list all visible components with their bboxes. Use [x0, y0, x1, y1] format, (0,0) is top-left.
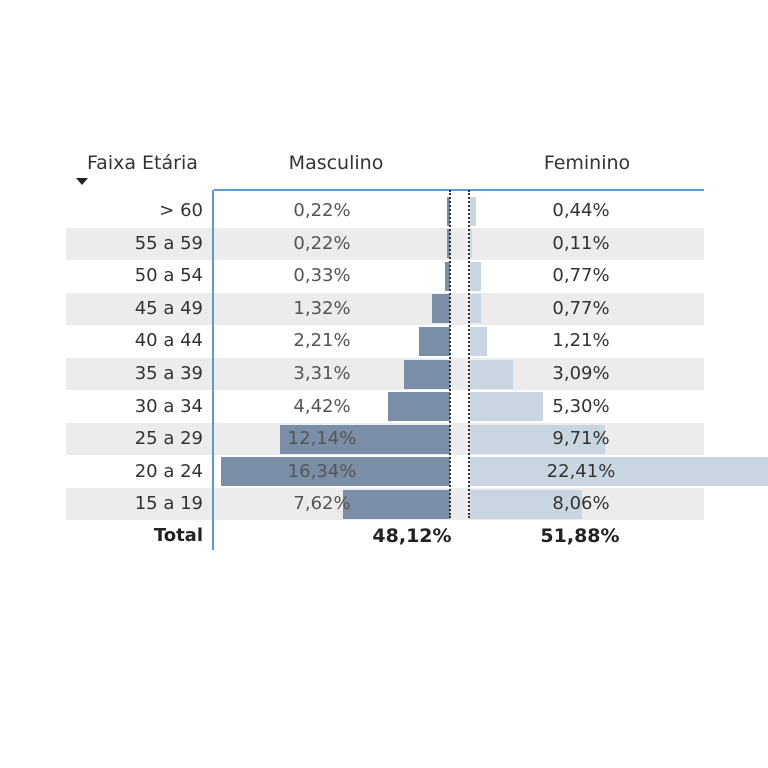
age-range-label: 35 a 39 [134, 363, 203, 384]
table-row: 30 a 34 4,42% 5,30% [66, 391, 704, 423]
female-bar [470, 424, 605, 454]
age-range-label: 25 a 29 [134, 428, 203, 450]
female-bar [470, 294, 481, 324]
male-percent-label: 0,22% [293, 232, 351, 254]
female-bar [470, 457, 768, 487]
female-percent-label: 0,44% [552, 200, 610, 221]
female-percent-label: 0,77% [552, 297, 610, 319]
sort-descending-icon[interactable] [76, 178, 88, 185]
table-row: 20 a 24 16,34% 22,41% [66, 456, 768, 488]
female-bar [470, 489, 582, 519]
female-bar [470, 326, 487, 356]
male-percent-label: 16,34% [287, 460, 357, 482]
male-bar [445, 261, 450, 291]
male-bar [343, 489, 450, 519]
age-range-label: 50 a 54 [134, 265, 203, 287]
female-bar [470, 196, 477, 226]
female-bar [470, 359, 513, 389]
column-header-age[interactable]: Faixa Etária [87, 152, 198, 174]
age-range-label: 45 a 49 [134, 297, 203, 319]
header-divider [214, 189, 704, 191]
column-divider [212, 190, 214, 550]
age-range-label: 40 a 44 [134, 330, 203, 352]
age-range-label: 15 a 19 [134, 493, 203, 515]
total-row: Total 48,12% 51,88% [66, 520, 704, 552]
age-range-label: > 60 [159, 200, 203, 221]
female-percent-label: 1,21% [552, 330, 610, 352]
table-row: 40 a 44 2,21% 1,21% [66, 325, 704, 357]
table-row: 25 a 29 12,14% 9,71% [66, 423, 704, 456]
male-bar [221, 457, 450, 487]
male-percent-label: 1,32% [293, 297, 351, 319]
female-bar [470, 229, 472, 259]
male-bar [446, 229, 450, 259]
female-percent-label: 3,09% [552, 363, 610, 384]
male-bar [419, 326, 450, 356]
female-percent-label: 5,30% [552, 395, 610, 417]
female-percent-label: 8,06% [552, 493, 610, 515]
table-row: 45 a 49 1,32% 0,77% [66, 292, 704, 325]
male-percent-label: 12,14% [287, 428, 357, 450]
male-bar [280, 424, 450, 454]
female-percent-label: 0,77% [552, 265, 610, 287]
female-bar [470, 392, 544, 422]
male-axis-line [449, 190, 451, 518]
age-range-label: 30 a 34 [134, 395, 203, 417]
age-range-label: 55 a 59 [134, 232, 203, 254]
table-row: 55 a 59 0,22% 0,11% [66, 227, 704, 260]
total-male-value: 48,12% [372, 525, 452, 547]
male-percent-label: 0,22% [293, 200, 351, 221]
table-row: 50 a 54 0,33% 0,77% [66, 260, 704, 292]
age-range-label: 20 a 24 [134, 460, 203, 482]
female-axis-line [468, 190, 470, 518]
table-row: 35 a 39 3,31% 3,09% [66, 358, 704, 390]
male-percent-label: 7,62% [293, 493, 351, 515]
column-header-male[interactable]: Masculino [288, 152, 384, 174]
female-percent-label: 0,11% [552, 232, 610, 254]
male-bar [388, 392, 450, 422]
male-bar [446, 196, 450, 226]
table-row: 15 a 19 7,62% 8,06% [66, 488, 704, 521]
total-female-value: 51,88% [540, 525, 620, 547]
column-header-female[interactable]: Feminino [543, 152, 631, 174]
female-bar [470, 261, 481, 291]
total-label: Total [153, 525, 203, 546]
male-bar [431, 294, 450, 324]
male-bar [403, 359, 450, 389]
male-percent-label: 2,21% [293, 330, 351, 352]
table-row: > 60 0,22% 0,44% [66, 195, 704, 227]
male-percent-label: 0,33% [293, 265, 351, 287]
male-percent-label: 3,31% [293, 363, 351, 384]
male-percent-label: 4,42% [293, 395, 351, 417]
female-percent-label: 22,41% [546, 460, 616, 482]
female-percent-label: 9,71% [552, 428, 610, 450]
